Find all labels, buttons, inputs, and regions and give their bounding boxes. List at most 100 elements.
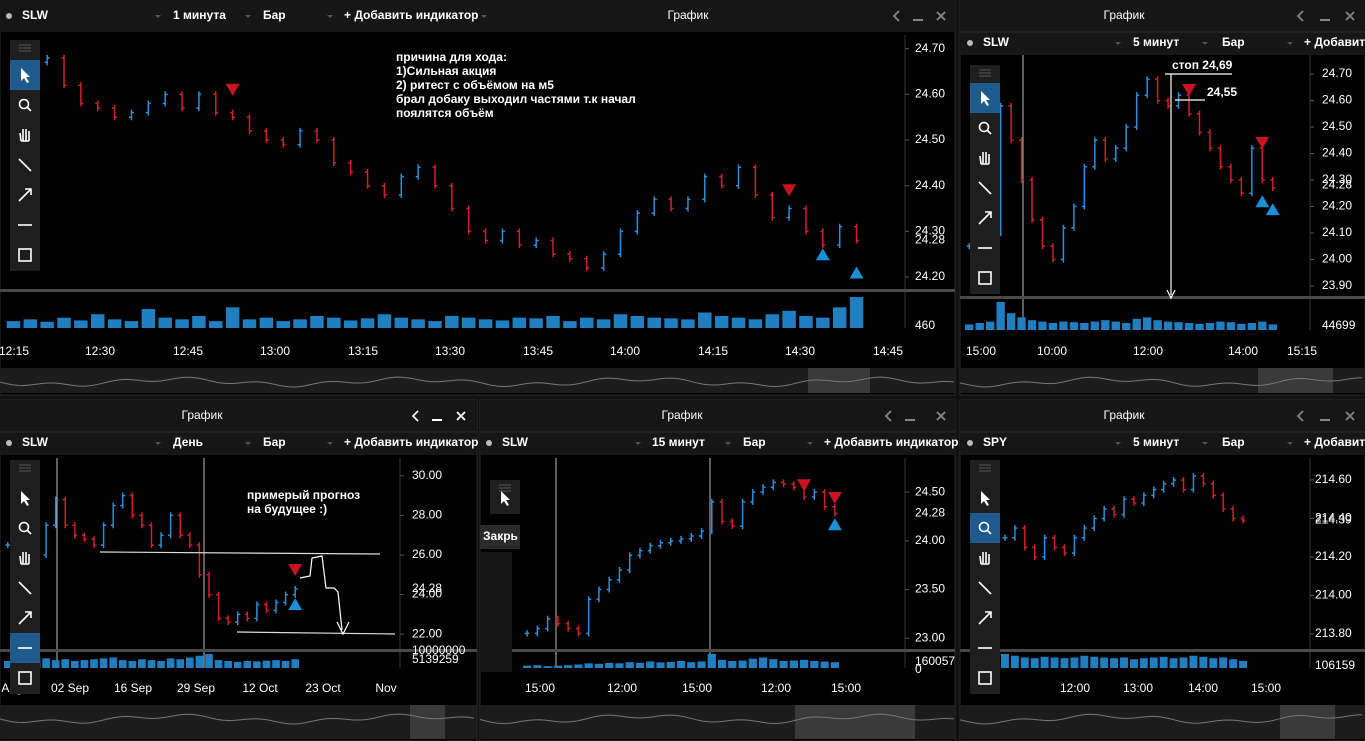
tool-button[interactable] — [979, 552, 990, 565]
tool-button[interactable] — [18, 98, 32, 112]
toolbar-chart-type[interactable]: Бар — [263, 435, 286, 449]
volume-bar — [23, 319, 38, 328]
dropdown-arrow[interactable] — [1287, 42, 1293, 45]
navigator-window[interactable] — [808, 368, 870, 393]
volume-bar — [830, 662, 839, 668]
navigator-window[interactable] — [1280, 705, 1335, 739]
ctrl-close[interactable] — [936, 411, 946, 421]
toolbar-symbol[interactable]: SLW — [502, 435, 529, 449]
price-bar — [1029, 177, 1035, 223]
tool-button[interactable] — [978, 671, 992, 685]
settings-dot[interactable] — [6, 13, 12, 19]
volume-bar — [233, 661, 242, 668]
volume-sep — [960, 296, 1365, 299]
toolbar-symbol[interactable]: SLW — [983, 35, 1010, 49]
ctrl-back[interactable] — [1296, 410, 1304, 422]
toolbar-chart-type[interactable]: Бар — [1222, 35, 1245, 49]
tool-button[interactable] — [978, 181, 992, 195]
ctrl-back[interactable] — [1296, 10, 1304, 22]
tool-button[interactable] — [18, 188, 32, 202]
ctrl-close[interactable] — [1345, 11, 1355, 21]
dropdown-arrow[interactable] — [1287, 442, 1293, 445]
tool-button[interactable] — [981, 491, 990, 506]
volume-bar — [394, 317, 409, 328]
settings-dot[interactable] — [486, 440, 492, 446]
toolbar-add-indicator[interactable]: + Добавить индикатор — [824, 435, 958, 449]
dropdown-arrow[interactable] — [245, 15, 251, 18]
icon-arrow — [18, 611, 32, 625]
toolbar-symbol[interactable]: SLW — [22, 435, 49, 449]
tool-button[interactable] — [978, 611, 992, 625]
ctrl-back[interactable] — [892, 10, 900, 22]
settings-dot[interactable] — [967, 40, 973, 46]
dropdown-arrow[interactable] — [1202, 42, 1208, 45]
volume-bar — [428, 321, 442, 328]
tool-button[interactable] — [18, 611, 32, 625]
price-bar — [177, 512, 183, 539]
dropdown-arrow[interactable] — [155, 442, 161, 445]
toolbar-chart-type[interactable]: Бар — [263, 8, 286, 22]
tool-button[interactable] — [978, 121, 992, 135]
dropdown-arrow[interactable] — [155, 15, 161, 18]
ctrl-close[interactable] — [1345, 411, 1355, 421]
tool-button[interactable] — [19, 129, 30, 142]
ctrl-back[interactable] — [411, 410, 419, 422]
tool-button[interactable] — [981, 91, 990, 106]
tool-button[interactable] — [18, 671, 32, 685]
toolbar-add-indicator[interactable]: + Добавить индикатор — [344, 8, 478, 22]
tool-button[interactable] — [18, 521, 32, 535]
tool-button[interactable] — [979, 152, 990, 165]
y-tick-label: 24.30 — [915, 224, 945, 238]
ctrl-close[interactable] — [456, 411, 466, 421]
tool-button[interactable] — [19, 552, 30, 565]
toolbar-timeframe[interactable]: День — [173, 435, 203, 449]
tool-button[interactable] — [21, 68, 30, 83]
toolbar-symbol[interactable]: SLW — [22, 8, 49, 22]
settings-dot[interactable] — [967, 440, 973, 446]
toolbar-timeframe[interactable]: 5 минут — [1133, 35, 1179, 49]
dropdown-arrow[interactable] — [1115, 42, 1121, 45]
dropdown-arrow[interactable] — [725, 442, 731, 445]
toolbar-add-indicator[interactable]: + Добавит — [1304, 35, 1365, 49]
toolbar-add-indicator[interactable]: + Добавить индикатор — [344, 435, 478, 449]
price-bar — [822, 489, 828, 510]
volume-bar — [1070, 657, 1079, 668]
toolbar-chart-type[interactable]: Бар — [743, 435, 766, 449]
tool-button[interactable] — [21, 491, 30, 506]
volume-bar — [580, 317, 594, 328]
dropdown-arrow[interactable] — [1115, 442, 1121, 445]
toolbar-timeframe[interactable]: 1 минута — [173, 8, 226, 22]
navigator — [0, 705, 477, 739]
ctrl-close[interactable] — [936, 11, 946, 21]
navigator-line — [479, 713, 955, 725]
tool-button[interactable] — [501, 491, 510, 506]
dropdown-arrow[interactable] — [635, 442, 641, 445]
tool-button[interactable] — [978, 211, 992, 225]
volume-bar — [128, 661, 137, 668]
toolbar-add-indicator[interactable]: + Добавит — [1304, 435, 1365, 449]
toolbar-timeframe[interactable]: 5 минут — [1133, 435, 1179, 449]
ctrl-back[interactable] — [884, 410, 892, 422]
dropdown-arrow[interactable] — [807, 442, 813, 445]
tool-button[interactable] — [18, 158, 32, 172]
navigator-window[interactable] — [795, 705, 915, 739]
last-price-label: 24.28 — [412, 581, 442, 595]
tool-button[interactable] — [18, 248, 32, 262]
tool-button[interactable] — [978, 581, 992, 595]
tool-button[interactable] — [18, 581, 32, 595]
tool-button[interactable] — [978, 521, 992, 535]
navigator-window[interactable] — [410, 705, 445, 739]
price-bar — [740, 498, 746, 530]
toolbar-timeframe[interactable]: 15 минут — [652, 435, 705, 449]
toolbar-chart-type[interactable]: Бар — [1222, 435, 1245, 449]
dropdown-arrow[interactable] — [327, 15, 333, 18]
volume-label: 5139259 — [412, 652, 459, 666]
settings-dot[interactable] — [6, 440, 12, 446]
dropdown-arrow[interactable] — [327, 442, 333, 445]
dropdown-arrow[interactable] — [1202, 442, 1208, 445]
price-bar — [567, 251, 573, 262]
tool-button[interactable] — [978, 271, 992, 285]
toolbar-symbol[interactable]: SPY — [983, 435, 1007, 449]
dropdown-arrow[interactable] — [245, 442, 251, 445]
dropdown-arrow[interactable] — [481, 15, 487, 18]
